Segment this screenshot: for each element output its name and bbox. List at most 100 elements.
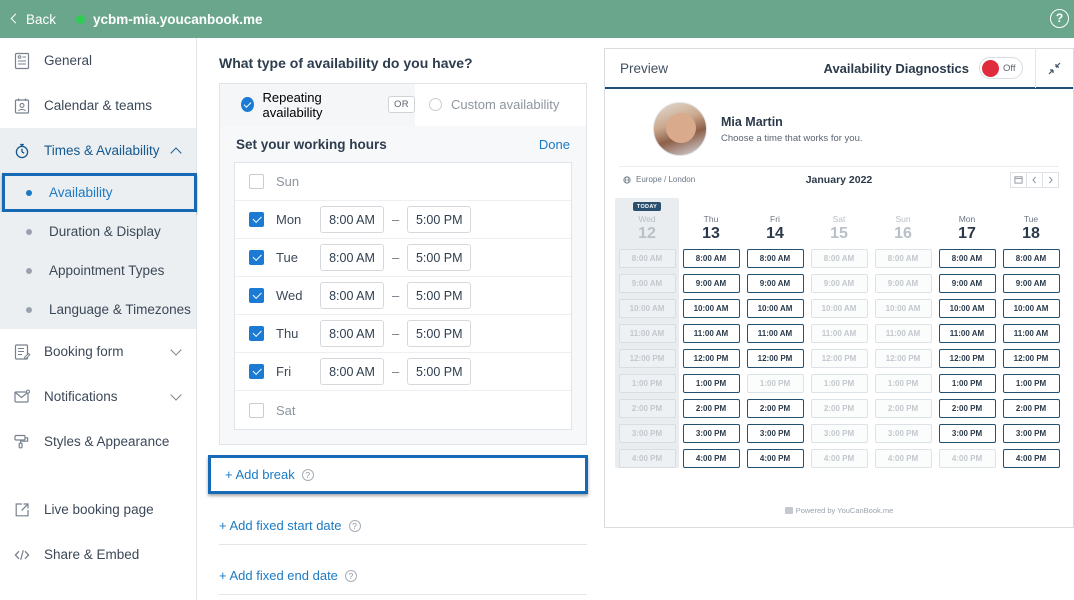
sidebar-group-notifications[interactable]: Notifications [0, 374, 196, 419]
add-fixed-start-date-label: + Add fixed start date [219, 518, 342, 533]
sidebar-item-label: Language & Timezones [49, 302, 191, 317]
sidebar-item-general[interactable]: General [0, 38, 196, 83]
time-slot: 3:00 PM [874, 424, 932, 443]
time-slot[interactable]: 1:00 PM [682, 374, 740, 393]
sidebar-item-label: Share & Embed [44, 547, 140, 562]
help-icon[interactable]: ? [348, 519, 361, 532]
time-slot[interactable]: 8:00 AM [938, 249, 996, 268]
time-slot[interactable]: 1:00 PM [938, 374, 996, 393]
end-time-tue[interactable]: 5:00 PM [407, 244, 472, 271]
calendar-picker-button[interactable] [1010, 171, 1027, 188]
sidebar-item-label: General [44, 53, 93, 68]
next-week-button[interactable] [1042, 171, 1059, 188]
table-row: Mon 8:00 AM – 5:00 PM [235, 201, 571, 239]
time-slot[interactable]: 9:00 AM [682, 274, 740, 293]
time-slot[interactable]: 12:00 PM [938, 349, 996, 368]
add-break-button[interactable]: + Add break ? [208, 455, 588, 494]
time-slot: 4:00 PM [938, 449, 996, 468]
time-slot[interactable]: 10:00 AM [746, 299, 804, 318]
help-icon[interactable]: ? [301, 468, 314, 481]
add-fixed-end-date-button[interactable]: + Add fixed end date ? [219, 557, 587, 595]
sidebar-group-times-availability[interactable]: Times & Availability [0, 128, 196, 173]
time-slot[interactable]: 1:00 PM [1002, 374, 1060, 393]
diagnostics-toggle[interactable]: Off [979, 57, 1023, 79]
time-slot[interactable]: 11:00 AM [682, 324, 740, 343]
day-checkbox-sat[interactable] [249, 402, 264, 418]
time-slot: 2:00 PM [618, 399, 676, 418]
time-slot[interactable]: 12:00 PM [746, 349, 804, 368]
time-slot[interactable]: 4:00 PM [746, 449, 804, 468]
day-checkbox-thu[interactable] [249, 326, 264, 341]
time-slot[interactable]: 11:00 AM [1002, 324, 1060, 343]
help-icon[interactable]: ? [344, 569, 357, 582]
end-time-thu[interactable]: 5:00 PM [407, 320, 472, 347]
day-checkbox-tue[interactable] [249, 250, 264, 265]
time-range-dash: – [392, 364, 400, 379]
day-checkbox-fri[interactable] [249, 364, 264, 379]
start-time-wed[interactable]: 8:00 AM [320, 282, 384, 309]
time-slot[interactable]: 9:00 AM [746, 274, 804, 293]
time-slot[interactable]: 3:00 PM [1002, 424, 1060, 443]
sidebar-item-share-embed[interactable]: Share & Embed [0, 532, 196, 577]
time-slot[interactable]: 8:00 AM [682, 249, 740, 268]
time-slot[interactable]: 3:00 PM [746, 424, 804, 443]
collapse-button[interactable] [1035, 48, 1073, 88]
time-slot[interactable]: 12:00 PM [1002, 349, 1060, 368]
sidebar-item-styles-appearance[interactable]: Styles & Appearance [0, 419, 196, 464]
day-label: Fri [276, 364, 292, 379]
start-time-fri[interactable]: 8:00 AM [320, 358, 384, 385]
diagnostics-label: Availability Diagnostics [823, 60, 969, 76]
sidebar-item-duration-display[interactable]: Duration & Display [0, 212, 196, 251]
time-slot[interactable]: 2:00 PM [1002, 399, 1060, 418]
availability-grid: TODAY Wed 12 8:00 AM 9:00 AM 10:00 AM 11:00 AM… [615, 198, 1063, 468]
end-time-fri[interactable]: 5:00 PM [407, 358, 472, 385]
sidebar-item-appointment-types[interactable]: Appointment Types [0, 251, 196, 290]
table-row: Wed 8:00 AM – 5:00 PM [235, 277, 571, 315]
day-name: Mon [958, 214, 976, 224]
time-slot[interactable]: 2:00 PM [682, 399, 740, 418]
time-slot[interactable]: 2:00 PM [746, 399, 804, 418]
day-checkbox-wed[interactable] [249, 288, 264, 303]
sidebar-item-calendar-teams[interactable]: Calendar & teams [0, 83, 196, 128]
time-slot[interactable]: 9:00 AM [938, 274, 996, 293]
day-name: Sun [895, 214, 911, 224]
prev-week-button[interactable] [1026, 171, 1043, 188]
end-time-mon[interactable]: 5:00 PM [407, 206, 472, 233]
time-slot[interactable]: 12:00 PM [682, 349, 740, 368]
time-slot[interactable]: 10:00 AM [1002, 299, 1060, 318]
day-checkbox-sun[interactable] [249, 174, 264, 189]
time-slot[interactable]: 4:00 PM [682, 449, 740, 468]
sidebar-item-availability[interactable]: Availability [0, 173, 197, 212]
envelope-icon [12, 387, 32, 407]
add-fixed-start-date-button[interactable]: + Add fixed start date ? [219, 507, 587, 545]
start-time-mon[interactable]: 8:00 AM [320, 206, 384, 233]
done-button[interactable]: Done [538, 136, 570, 152]
time-slot[interactable]: 11:00 AM [938, 324, 996, 343]
sidebar-group-booking-form[interactable]: Booking form [0, 329, 196, 374]
time-slot[interactable]: 2:00 PM [938, 399, 996, 418]
end-time-wed[interactable]: 5:00 PM [407, 282, 472, 309]
time-slot: 1:00 PM [618, 374, 676, 393]
time-slot: 4:00 PM [618, 449, 676, 468]
start-time-thu[interactable]: 8:00 AM [320, 320, 384, 347]
time-slot[interactable]: 8:00 AM [746, 249, 804, 268]
time-slot[interactable]: 9:00 AM [1002, 274, 1060, 293]
time-slot[interactable]: 8:00 AM [1002, 249, 1060, 268]
time-slot[interactable]: 10:00 AM [938, 299, 996, 318]
time-slot[interactable]: 10:00 AM [682, 299, 740, 318]
chevron-down-icon [170, 343, 182, 356]
timezone-display[interactable]: Europe / London [623, 175, 695, 184]
day-checkbox-mon[interactable] [249, 212, 264, 227]
time-slot[interactable]: 3:00 PM [682, 424, 740, 443]
start-time-tue[interactable]: 8:00 AM [320, 244, 384, 271]
radio-custom-availability[interactable]: Custom availability [415, 83, 586, 126]
radio-repeating-availability[interactable]: Repeating availability OR [220, 83, 415, 126]
help-icon[interactable]: ? [1050, 9, 1069, 28]
sidebar-item-live-booking-page[interactable]: Live booking page [0, 487, 196, 532]
time-slot[interactable]: 3:00 PM [938, 424, 996, 443]
back-button[interactable]: Back [10, 12, 56, 27]
add-fixed-end-date-label: + Add fixed end date [219, 568, 338, 583]
time-slot[interactable]: 11:00 AM [746, 324, 804, 343]
sidebar-item-language-timezones[interactable]: Language & Timezones [0, 290, 196, 329]
time-slot[interactable]: 4:00 PM [1002, 449, 1060, 468]
